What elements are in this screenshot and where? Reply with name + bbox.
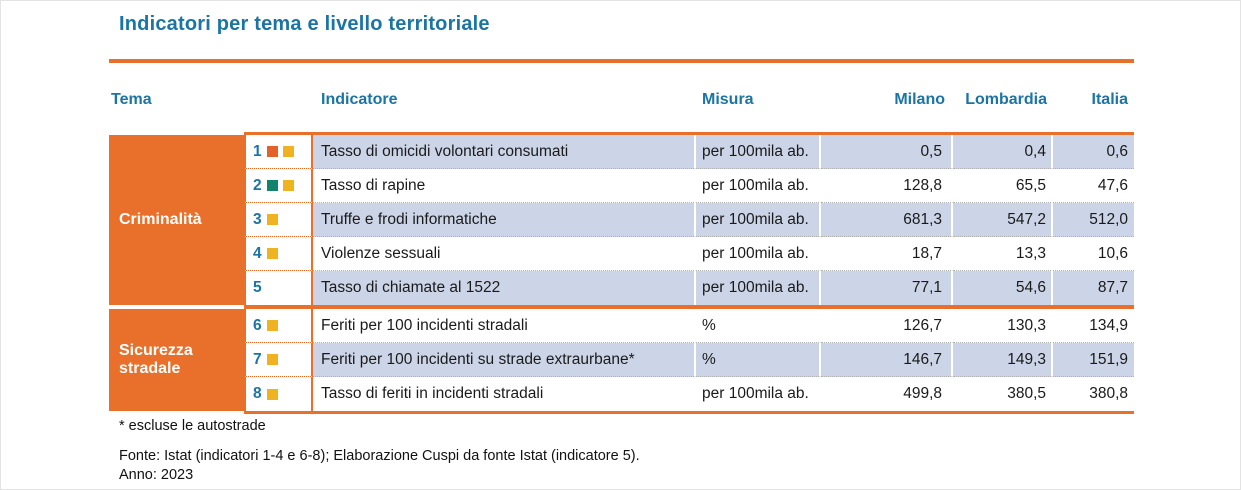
- milano-value-cell: 18,7: [821, 237, 953, 271]
- indicator-cell: Tasso di rapine: [313, 169, 696, 203]
- lombardia-value-cell: 65,5: [953, 169, 1053, 203]
- table-top-rule: [244, 132, 1134, 135]
- row-marker-icons: [266, 214, 278, 225]
- row-number-cell: 3: [244, 203, 313, 237]
- table-header-row: Tema Indicatore Misura Milano Lombardia …: [109, 87, 1134, 113]
- row-number: 4: [253, 244, 262, 262]
- column-header-tema: Tema: [111, 91, 152, 108]
- milano-value-cell: 126,7: [821, 309, 953, 343]
- yellow-square-icon: [266, 354, 278, 365]
- indicator-cell: Violenze sessuali: [313, 237, 696, 271]
- italia-value-cell: 0,6: [1053, 135, 1134, 169]
- row-number-cell: 1: [244, 135, 313, 169]
- footnote-year: Anno: 2023: [119, 467, 194, 483]
- measure-cell: %: [696, 343, 821, 377]
- theme-cell-sicurezza-stradale: Sicurezza stradale: [109, 309, 244, 411]
- lombardia-value-cell: 54,6: [953, 271, 1053, 305]
- italia-value-cell: 380,8: [1053, 377, 1134, 411]
- page-title: Indicatori per tema e livello territoria…: [119, 13, 490, 35]
- milano-value-cell: 128,8: [821, 169, 953, 203]
- indicator-cell: Truffe e frodi informatiche: [313, 203, 696, 237]
- indicator-cell: Feriti per 100 incidenti su strade extra…: [313, 343, 696, 377]
- row-number: 7: [253, 350, 262, 368]
- row-number-cell: 2: [244, 169, 313, 203]
- row-number-cell: 6: [244, 309, 313, 343]
- italia-value-cell: 151,9: [1053, 343, 1134, 377]
- indicator-cell: Tasso di feriti in incidenti stradali: [313, 377, 696, 411]
- lombardia-value-cell: 0,4: [953, 135, 1053, 169]
- green-square-icon: [266, 180, 278, 191]
- row-number: 5: [253, 279, 262, 296]
- measure-cell: per 100mila ab.: [696, 271, 821, 305]
- row-number: 3: [253, 210, 262, 228]
- row-number: 6: [253, 316, 262, 334]
- measure-cell: per 100mila ab.: [696, 203, 821, 237]
- indicators-table: Criminalità Sicurezza stradale 1 Tasso d…: [109, 132, 1134, 414]
- italia-value-cell: 87,7: [1053, 271, 1134, 305]
- measure-cell: per 100mila ab.: [696, 377, 821, 411]
- row-number-cell: 5: [244, 271, 313, 305]
- lombardia-value-cell: 13,3: [953, 237, 1053, 271]
- indicator-cell: Feriti per 100 incidenti stradali: [313, 309, 696, 343]
- column-header-misura: Misura: [702, 91, 754, 108]
- italia-value-cell: 134,9: [1053, 309, 1134, 343]
- measure-cell: %: [696, 309, 821, 343]
- row-marker-icons: [266, 388, 278, 400]
- row-number-cell: 7: [244, 343, 313, 377]
- lombardia-value-cell: 149,3: [953, 343, 1053, 377]
- indicator-cell: Tasso di chiamate al 1522: [313, 271, 696, 305]
- yellow-square-icon: [282, 146, 294, 157]
- row-marker-icons: [266, 146, 294, 157]
- row-number: 8: [253, 385, 262, 402]
- row-number: 2: [253, 176, 262, 194]
- column-header-italia: Italia: [1091, 91, 1128, 108]
- column-header-lombardia: Lombardia: [965, 91, 1047, 108]
- lombardia-value-cell: 380,5: [953, 377, 1053, 411]
- italia-value-cell: 10,6: [1053, 237, 1134, 271]
- column-header-milano: Milano: [894, 91, 945, 108]
- row-number-cell: 4: [244, 237, 313, 271]
- yellow-square-icon: [266, 388, 278, 400]
- column-header-indicatore: Indicatore: [321, 91, 398, 108]
- milano-value-cell: 499,8: [821, 377, 953, 411]
- theme-cell-criminalita: Criminalità: [109, 135, 244, 305]
- row-marker-icons: [266, 180, 294, 191]
- row-number-cell: 8: [244, 377, 313, 411]
- italia-value-cell: 512,0: [1053, 203, 1134, 237]
- lombardia-value-cell: 547,2: [953, 203, 1053, 237]
- group-separator-rule: [244, 305, 1134, 309]
- title-underline-rule: [109, 59, 1134, 63]
- footnote-source: Fonte: Istat (indicatori 1-4 e 6-8); Ela…: [119, 448, 640, 464]
- milano-value-cell: 681,3: [821, 203, 953, 237]
- milano-value-cell: 77,1: [821, 271, 953, 305]
- row-marker-icons: [266, 320, 278, 331]
- measure-cell: per 100mila ab.: [696, 237, 821, 271]
- milano-value-cell: 146,7: [821, 343, 953, 377]
- row-number: 1: [253, 142, 262, 160]
- yellow-square-icon: [266, 320, 278, 331]
- row-marker-icons: [266, 354, 278, 365]
- yellow-square-icon: [266, 248, 278, 259]
- italia-value-cell: 47,6: [1053, 169, 1134, 203]
- footnote-asterisk: * escluse le autostrade: [119, 418, 266, 434]
- yellow-square-icon: [282, 180, 294, 191]
- lombardia-value-cell: 130,3: [953, 309, 1053, 343]
- indicator-cell: Tasso di omicidi volontari consumati: [313, 135, 696, 169]
- row-marker-icons: [266, 248, 278, 259]
- table-bottom-rule: [244, 411, 1134, 414]
- orange-square-icon: [266, 146, 278, 157]
- yellow-square-icon: [266, 214, 278, 225]
- measure-cell: per 100mila ab.: [696, 135, 821, 169]
- milano-value-cell: 0,5: [821, 135, 953, 169]
- measure-cell: per 100mila ab.: [696, 169, 821, 203]
